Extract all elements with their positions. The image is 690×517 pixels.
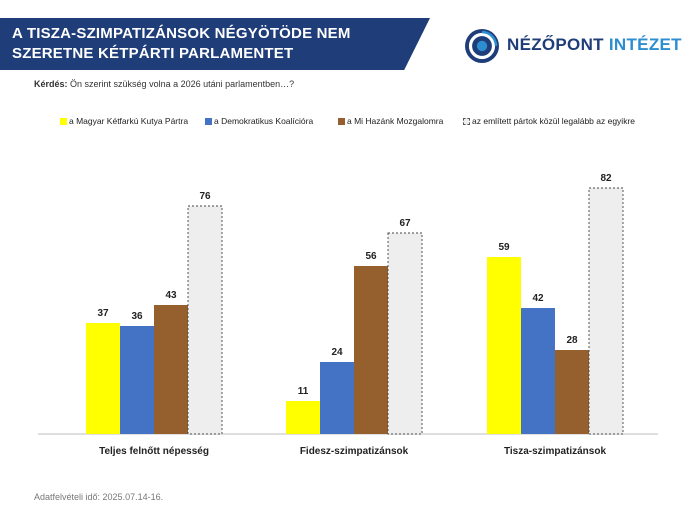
page-title: A TISZA-SZIMPATIZÁNSOK NÉGYÖTÖDE NEM SZE… (12, 25, 351, 62)
logo: NÉZŐPONT INTÉZET (463, 26, 682, 66)
bar-dk-1 (120, 326, 154, 434)
footer-date: Adatfelvételi idő: 2025.07.14-16. (34, 492, 164, 502)
header-band: A TISZA-SZIMPATIZÁNSOK NÉGYÖTÖDE NEM SZE… (0, 18, 430, 70)
category-label-1: Teljes felnőtt népesség (99, 446, 209, 457)
bar-dk-3 (521, 308, 555, 434)
legend-swatch-legalabb-egy (463, 118, 470, 125)
data-label-dk-2: 24 (331, 347, 343, 358)
question-label: Kérdés: (34, 79, 68, 89)
legend-item-mihazank: a Mi Hazánk Mozgalomra (338, 116, 443, 126)
logo-text-part2: INTÉZET (608, 35, 682, 54)
bar-mkkp-3 (487, 257, 521, 434)
legend-item-dk: a Demokratikus Koalícióra (205, 116, 313, 126)
bar-legalabb-egy-3 (588, 187, 624, 435)
data-label-legalabb-egy-2: 67 (399, 218, 411, 229)
bar-mkkp-2 (286, 401, 320, 434)
question-text: Ön szerint szükség volna a 2026 utáni pa… (70, 79, 295, 89)
data-label-mkkp-2: 11 (298, 386, 309, 397)
logo-text: NÉZŐPONT INTÉZET (507, 35, 682, 55)
legend-item-mkkp: a Magyar Kétfarkú Kutya Pártra (60, 116, 188, 126)
data-label-dk-3: 42 (532, 293, 544, 304)
legend: a Magyar Kétfarkú Kutya Pártra a Demokra… (60, 116, 660, 130)
bar-mihazank-3 (555, 350, 589, 434)
data-label-mkkp-1: 37 (97, 308, 109, 319)
legend-label-dk: a Demokratikus Koalícióra (214, 116, 314, 126)
bar-legalabb-egy-2 (387, 232, 423, 435)
data-label-mihazank-2: 56 (365, 251, 377, 262)
data-label-mihazank-3: 28 (566, 335, 578, 346)
bar-legalabb-egy-1 (187, 205, 223, 435)
nezopont-logo-icon (465, 29, 499, 63)
category-label-3: Tisza-szimpatizánsok (504, 446, 607, 457)
data-label-dk-1: 36 (131, 311, 143, 322)
logo-text-part1: NÉZŐPONT (507, 35, 604, 54)
category-label-2: Fidesz-szimpatizánsok (300, 446, 409, 457)
data-label-mkkp-3: 59 (498, 242, 510, 253)
legend-swatch-dk (205, 118, 212, 125)
bar-mkkp-1 (86, 323, 120, 434)
bar-mihazank-1 (154, 305, 188, 434)
question: Kérdés: Ön szerint szükség volna a 2026 … (34, 79, 294, 89)
legend-label-mihazank: a Mi Hazánk Mozgalomra (347, 116, 444, 126)
data-label-legalabb-egy-1: 76 (199, 191, 211, 202)
legend-item-legalabb-egy: az említett pártok közül legalább az egy… (463, 116, 635, 126)
legend-label-legalabb-egy: az említett pártok közül legalább az egy… (472, 116, 636, 126)
data-label-mihazank-1: 43 (165, 290, 177, 301)
legend-swatch-mkkp (60, 118, 67, 125)
bar-dk-2 (320, 362, 354, 434)
legend-swatch-mihazank (338, 118, 345, 125)
bar-mihazank-2 (354, 266, 388, 434)
data-label-legalabb-egy-3: 82 (600, 173, 612, 184)
legend-label-mkkp: a Magyar Kétfarkú Kutya Pártra (69, 116, 189, 126)
